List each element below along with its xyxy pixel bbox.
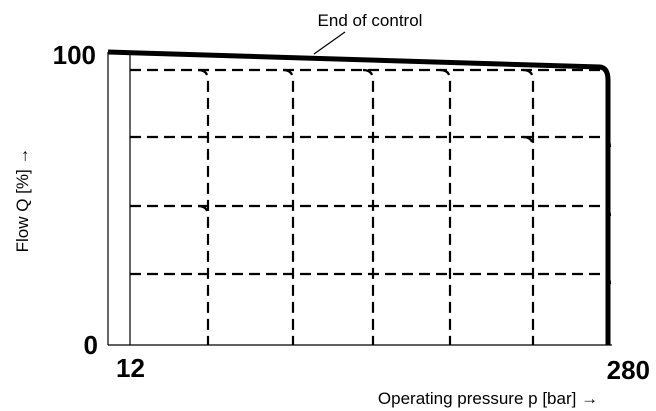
y-max-label: 100: [53, 40, 96, 70]
x-axis-label: Operating pressure p [bar] →: [378, 389, 598, 408]
y-axis-label: Flow Q [%] →: [13, 148, 32, 253]
x-max-label: 280: [607, 355, 650, 385]
annotation-pointer: [313, 31, 346, 55]
y-min-label: 0: [84, 330, 98, 360]
annotation: End of control: [318, 11, 423, 30]
x-min-label: 12: [116, 353, 145, 383]
control-curves: [130, 68, 612, 345]
end-of-control-line: [107, 49, 611, 345]
